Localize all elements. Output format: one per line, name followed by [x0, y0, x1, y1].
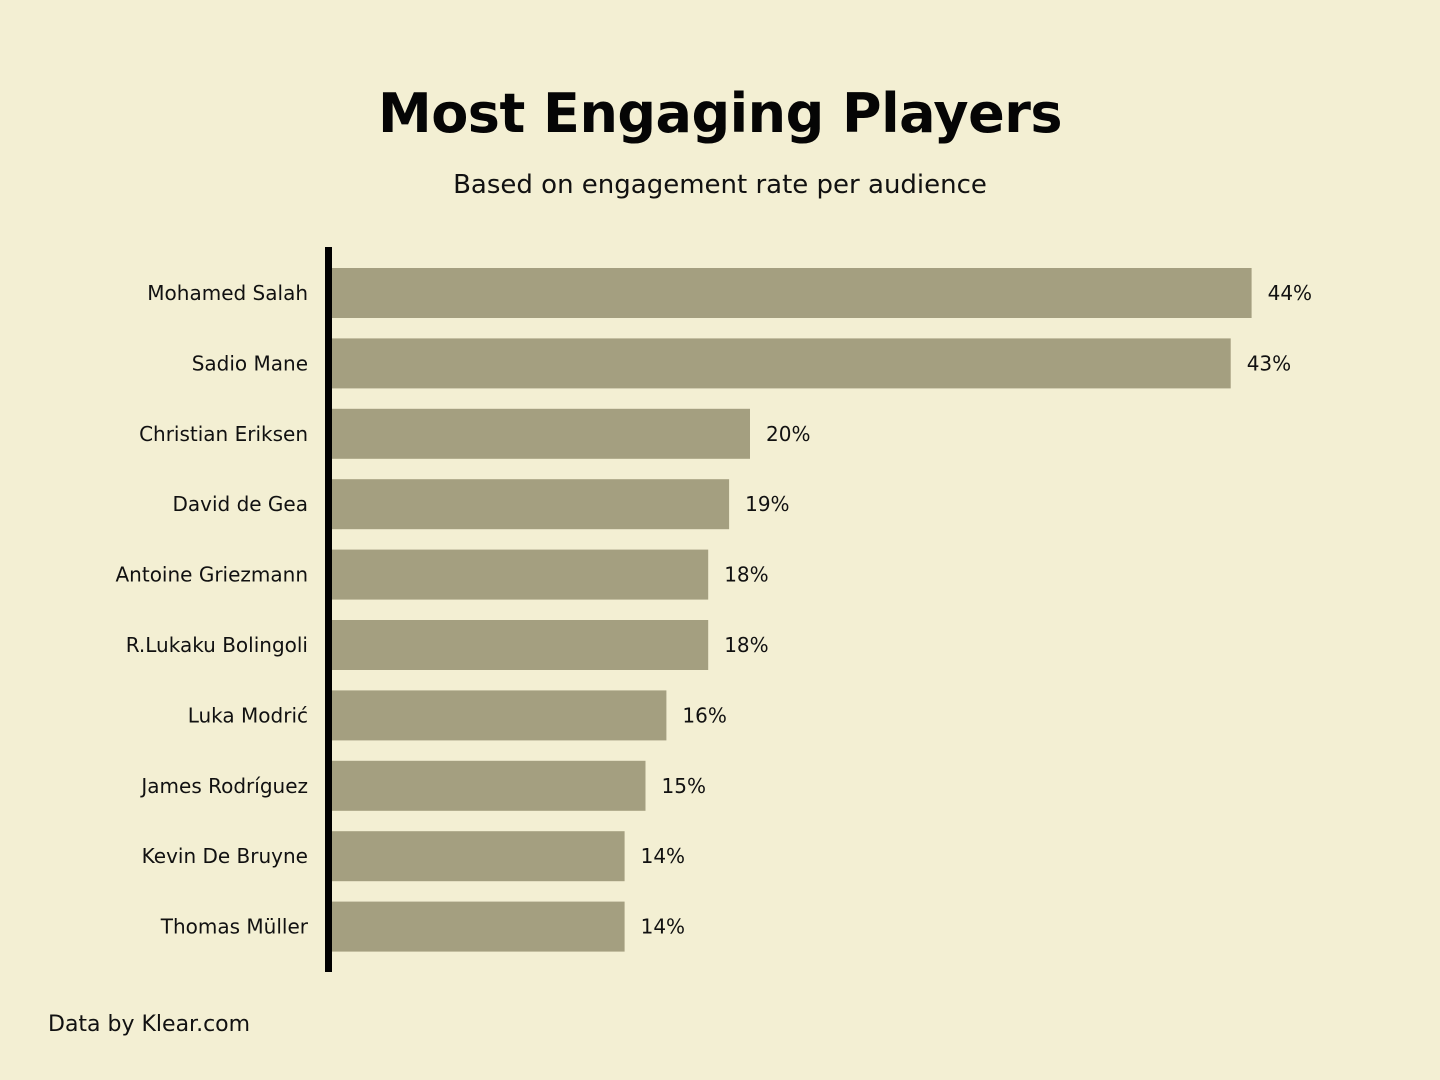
bar [332, 268, 1252, 318]
category-label: Kevin De Bruyne [142, 844, 308, 868]
value-label: 18% [724, 563, 768, 587]
value-labels: 44% 43% 20% 19% 18% 18% 16% 15% 14% 14% [641, 281, 1312, 939]
chart-subtitle: Based on engagement rate per audience [453, 170, 987, 200]
category-label: R.Lukaku Bolingoli [126, 633, 308, 657]
value-label: 15% [662, 774, 706, 798]
value-label: 20% [766, 422, 810, 446]
category-label: Thomas Müller [160, 915, 309, 939]
bar [332, 760, 646, 811]
bar [332, 901, 625, 952]
bar [332, 620, 709, 670]
value-label: 44% [1268, 281, 1312, 305]
y-axis-line [325, 247, 332, 972]
chart-title: Most Engaging Players [377, 82, 1063, 145]
category-label: David de Gea [172, 492, 308, 516]
bar [332, 408, 750, 459]
category-label: Christian Eriksen [139, 422, 308, 446]
category-label: Mohamed Salah [147, 281, 308, 305]
bars-layer [332, 268, 1252, 952]
bar [332, 338, 1231, 389]
category-label: James Rodríguez [139, 774, 308, 798]
value-label: 14% [641, 844, 685, 868]
value-label: 19% [745, 492, 789, 516]
bar [332, 549, 709, 600]
value-label: 18% [724, 633, 768, 657]
bar [332, 479, 730, 530]
category-labels: Mohamed Salah Sadio Mane Christian Eriksen… [116, 281, 309, 939]
source-note: Data by Klear.com [48, 1012, 251, 1037]
bar [332, 831, 625, 882]
category-label: Sadio Mane [192, 351, 308, 375]
value-label: 14% [641, 915, 685, 939]
category-label: Antoine Griezmann [116, 563, 309, 587]
value-label: 43% [1247, 351, 1291, 375]
value-label: 16% [682, 703, 726, 727]
bar [332, 690, 667, 741]
category-label: Luka Modrić [188, 703, 308, 727]
